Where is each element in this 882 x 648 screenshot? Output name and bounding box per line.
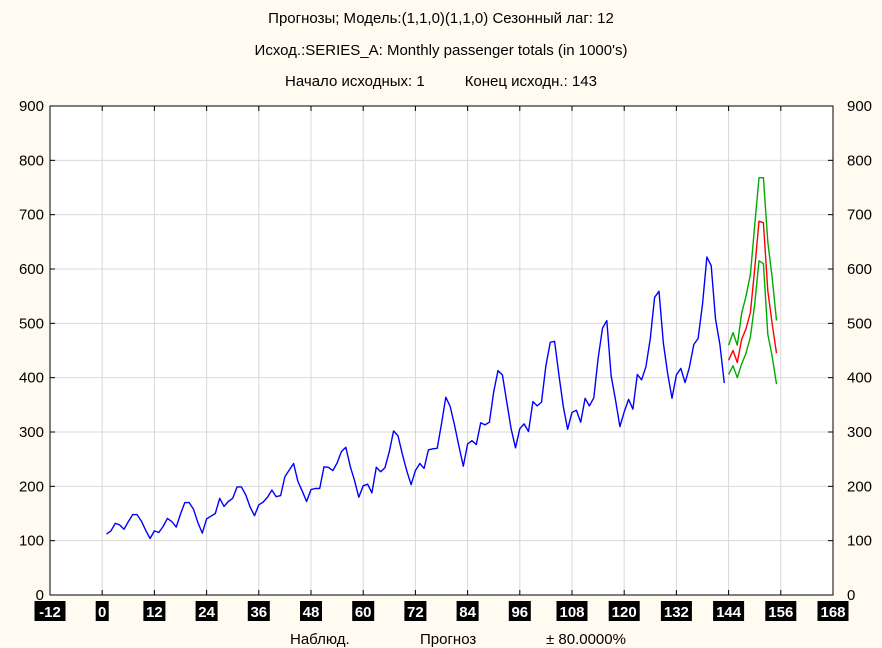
y-tick-label-left: 0 bbox=[36, 587, 44, 604]
series-forecast-line bbox=[727, 220, 778, 364]
y-tick-label-right: 700 bbox=[847, 207, 872, 224]
x-tick-label: 48 bbox=[303, 604, 320, 621]
x-tick-label: 96 bbox=[511, 604, 528, 621]
y-tick-label-left: 500 bbox=[19, 315, 44, 332]
x-tick-label-bg bbox=[195, 601, 218, 621]
y-tick-label-right: 900 bbox=[847, 98, 872, 115]
legend-confidence: ± 80.0000% bbox=[546, 631, 626, 648]
x-tick-label-bg bbox=[608, 601, 640, 621]
x-tick-label: 168 bbox=[820, 604, 845, 621]
y-tick-label-right: 200 bbox=[847, 478, 872, 495]
plot-area bbox=[50, 106, 833, 595]
x-tick-label: 144 bbox=[716, 604, 742, 621]
y-tick-label-right: 100 bbox=[847, 533, 872, 550]
y-tick-label-right: 0 bbox=[847, 587, 855, 604]
legend-observed: Наблюд. bbox=[290, 631, 350, 648]
x-tick-label-bg bbox=[765, 601, 797, 621]
y-tick-label-left: 300 bbox=[19, 424, 44, 441]
x-tick-label-bg bbox=[660, 601, 692, 621]
chart-title: Прогнозы; Модель:(1,1,0)(1,1,0) Сезонный… bbox=[268, 10, 614, 27]
x-tick-label-bg bbox=[352, 601, 375, 621]
x-tick-label-bg bbox=[508, 601, 531, 621]
x-tick-label: 156 bbox=[768, 604, 793, 621]
x-tick-label: 132 bbox=[664, 604, 689, 621]
series-upper-bound-line bbox=[727, 176, 778, 346]
y-tick-label-left: 900 bbox=[19, 98, 44, 115]
x-tick-label-bg bbox=[556, 601, 588, 621]
x-tick-label: 120 bbox=[612, 604, 637, 621]
x-tick-label: 60 bbox=[355, 604, 372, 621]
x-tick-label-bg bbox=[95, 601, 109, 621]
y-tick-label-left: 600 bbox=[19, 261, 44, 278]
x-tick-label-bg bbox=[143, 601, 166, 621]
series-lower-bound-line bbox=[727, 260, 778, 385]
range-start-label: Начало исходных: 1 bbox=[285, 73, 425, 90]
x-tick-label-bg bbox=[713, 601, 745, 621]
y-tick-label-left: 200 bbox=[19, 478, 44, 495]
x-tick-label-bg bbox=[34, 601, 66, 621]
x-tick-label: 72 bbox=[407, 604, 424, 621]
legend-forecast: Прогноз bbox=[420, 631, 477, 648]
x-tick-label: -12 bbox=[39, 604, 61, 621]
data-range-line: Начало исходных: 1 Конец исходн.: 143 bbox=[0, 73, 882, 90]
range-end-label: Конец исходн.: 143 bbox=[464, 73, 597, 90]
y-tick-label-right: 800 bbox=[847, 152, 872, 169]
x-tick-label-bg bbox=[300, 601, 322, 621]
plot-border bbox=[49, 105, 834, 596]
x-tick-label-bg bbox=[404, 601, 427, 621]
y-tick-label-right: 300 bbox=[847, 424, 872, 441]
y-tick-label-left: 700 bbox=[19, 207, 44, 224]
x-tick-label: 12 bbox=[146, 604, 163, 621]
x-tick-label: 108 bbox=[559, 604, 584, 621]
x-tick-label: 0 bbox=[98, 604, 106, 621]
x-tick-label: 24 bbox=[198, 604, 215, 621]
series-observed-line bbox=[106, 256, 725, 540]
y-tick-label-right: 600 bbox=[847, 261, 872, 278]
y-tick-label-right: 400 bbox=[847, 370, 872, 387]
chart-subtitle: Исход.:SERIES_A: Monthly passenger total… bbox=[254, 42, 628, 59]
x-tick-label-bg bbox=[456, 601, 479, 621]
y-tick-label-right: 500 bbox=[847, 315, 872, 332]
y-tick-label-left: 400 bbox=[19, 370, 44, 387]
x-tick-label-bg bbox=[247, 601, 270, 621]
x-tick-label: 84 bbox=[459, 604, 476, 621]
x-tick-label-bg bbox=[817, 601, 849, 621]
y-tick-label-left: 100 bbox=[19, 533, 44, 550]
x-tick-label: 36 bbox=[250, 604, 267, 621]
y-tick-label-left: 800 bbox=[19, 152, 44, 169]
